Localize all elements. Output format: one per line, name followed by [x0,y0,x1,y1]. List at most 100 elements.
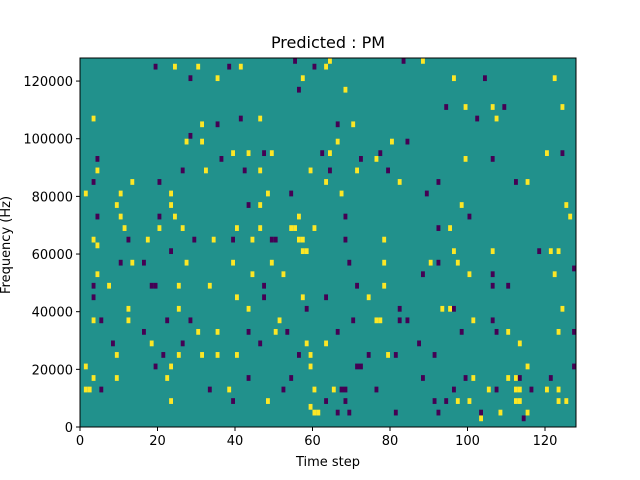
chart-title: Predicted : PM [271,33,385,52]
heatmap-cell [452,248,456,255]
heatmap-cell [273,236,278,243]
heatmap-cell [215,75,220,82]
heatmap-cell [169,190,173,197]
heatmap-cell [506,282,511,289]
heatmap-cell [366,352,371,358]
heatmap-cell [490,156,495,162]
heatmap-cell [91,115,96,122]
heatmap-cell [459,202,464,208]
heatmap-cell [339,386,344,393]
heatmap-cell [289,375,294,381]
heatmap-cell [572,328,576,335]
heatmap-cell [335,121,340,128]
heatmap-cell [421,271,425,278]
heatmap-cell [91,375,96,381]
heatmap-cell [231,259,235,266]
heatmap-cell [308,352,313,358]
heatmap-cell [448,305,452,312]
heatmap-cell [324,398,328,404]
heatmap-cell [293,225,297,231]
y-tick-label: 20000 [32,363,73,378]
heatmap-cell [374,317,379,324]
heatmap-cell [343,86,348,93]
heatmap-cell [238,63,243,70]
x-tick-label: 120 [533,434,558,449]
heatmap-cell [91,179,96,185]
heatmap-cell [269,150,274,157]
heatmap-cell [560,104,565,110]
heatmap-cell [452,386,456,393]
heatmap-cell [335,328,340,335]
heatmap-cell [157,179,162,185]
heatmap-cell [262,294,266,301]
heatmap-cell [304,248,309,255]
heatmap-cell [351,121,356,128]
heatmap-cell [165,375,170,381]
heatmap-cell [176,305,181,312]
heatmap-cell [568,213,573,220]
heatmap-cell [560,150,565,157]
y-tick-label: 40000 [32,306,73,321]
heatmap-cell [173,63,177,70]
heatmap-cell [324,63,328,70]
heatmap-cell [207,386,212,393]
heatmap-cell [231,398,235,404]
heatmap-cell [258,115,263,122]
heatmap-cell [316,409,321,416]
heatmap-cell [479,409,483,416]
heatmap-cell [83,363,88,370]
heatmap-cell [494,328,499,335]
heatmap-cell [266,190,270,197]
heatmap-cell [436,225,441,231]
heatmap-cell [83,190,88,197]
heatmap-cell [455,259,460,266]
y-axis: 0 20000 40000 60000 80000 100000 120000 [23,75,80,436]
heatmap-cell [479,415,483,422]
x-tick-label: 20 [149,434,166,449]
heatmap-cell [188,132,193,139]
heatmap-cell [324,294,328,301]
heatmap-cell [95,213,100,220]
heatmap-cell [99,386,104,393]
heatmap-cell [324,340,328,347]
heatmap-cell [215,121,220,128]
plot-frame [79,57,577,428]
heatmap-cell [211,236,216,243]
heatmap-cell [145,236,150,243]
heatmap-cell [343,236,348,243]
heatmap-cell [436,259,441,266]
heatmap-cell [355,167,359,174]
heatmap-cell [393,409,398,416]
heatmap-cell [196,63,201,70]
heatmap-cell [475,115,480,122]
heatmap-cell [335,138,340,145]
heatmap-cell [169,363,173,370]
heatmap-cell [324,179,328,185]
heatmap-cell [95,271,100,278]
heatmap-cell [297,213,301,220]
heatmap-cell [122,225,127,231]
x-tick-label: 0 [76,434,84,449]
heatmap-cell [176,282,181,289]
heatmap-cell [169,248,173,255]
heatmap-cell [506,328,511,335]
heatmap-cell [421,58,425,64]
heatmap-cell [343,398,348,404]
heatmap-cell [355,363,359,370]
heatmap-cell [517,375,522,381]
heatmap-cell [180,167,185,174]
y-tick-label: 100000 [23,133,73,148]
heatmap-cell [378,150,383,157]
heatmap-cell [490,104,495,110]
heatmap-cell [165,317,170,324]
heatmap-cell [347,259,352,266]
heatmap-cell [506,375,511,381]
heatmap-cell [188,317,193,324]
heatmap-cell [359,156,363,162]
heatmap-cell [246,202,251,208]
x-tick-label: 80 [382,434,399,449]
heatmap-cell [227,63,232,70]
heatmap-cell [459,328,464,335]
heatmap-cell [417,340,421,347]
heatmap-cell [246,328,251,335]
